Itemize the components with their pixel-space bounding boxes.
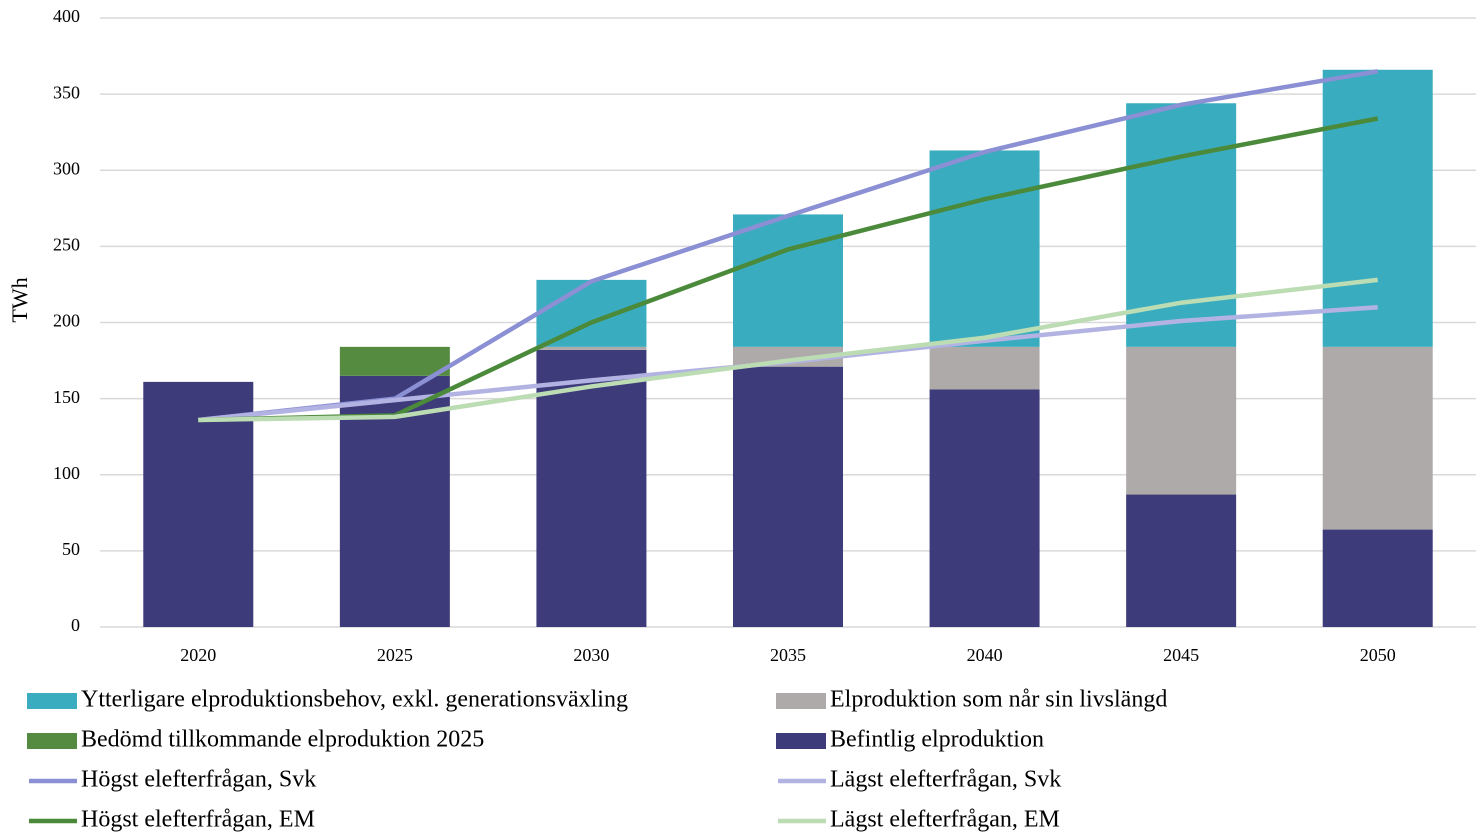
legend-label: Ytterligare elproduktionsbehov, exkl. ge… [81, 687, 628, 713]
y-tick-label: 350 [53, 82, 80, 102]
y-tick-label: 150 [53, 387, 80, 407]
legend-swatch [776, 693, 826, 709]
legend-label: Lägst elefterfrågan, EM [830, 807, 1060, 833]
bar [733, 366, 843, 627]
x-tick-label: 2050 [1360, 645, 1396, 665]
bar [1322, 529, 1433, 627]
y-tick-label: 50 [62, 539, 80, 559]
bar [929, 150, 1040, 347]
legend-label: Elproduktion som når sin livslängd [830, 687, 1167, 713]
bar [929, 346, 1040, 390]
legend-label: Befintlig elproduktion [830, 727, 1044, 753]
legend-label: Högst elefterfrågan, EM [81, 807, 315, 833]
y-tick-label: 200 [53, 311, 80, 331]
x-tick-label: 2045 [1163, 645, 1199, 665]
bar [1322, 346, 1433, 530]
legend-swatch [27, 693, 77, 709]
line [198, 277, 1378, 423]
legend-label: Högst elefterfrågan, Svk [81, 767, 316, 793]
y-tick-label: 300 [53, 158, 80, 178]
legend-label: Bedömd tillkommande elproduktion 2025 [81, 727, 484, 753]
x-tick-label: 2030 [573, 645, 609, 665]
x-tick-label: 2040 [967, 645, 1003, 665]
y-tick-label: 400 [53, 6, 80, 26]
y-tick-label: 100 [53, 463, 80, 483]
bar [143, 381, 254, 627]
bar [536, 279, 647, 347]
x-tick-label: 2025 [377, 645, 413, 665]
bar [1322, 69, 1433, 347]
x-tick-label: 2035 [770, 645, 806, 665]
bar [733, 346, 843, 367]
bar [339, 346, 450, 376]
bar [1126, 346, 1237, 495]
legend-swatch [27, 733, 77, 749]
bar [536, 349, 647, 627]
bar [733, 214, 843, 347]
y-tick-label: 0 [71, 615, 80, 635]
legend-label: Lägst elefterfrågan, Svk [830, 767, 1061, 793]
legend-swatch [776, 733, 826, 749]
bar [1126, 494, 1237, 627]
y-axis-label: TWh [7, 277, 32, 322]
bar [929, 389, 1040, 627]
bar [536, 346, 647, 350]
x-tick-label: 2020 [180, 645, 216, 665]
bar [1126, 103, 1237, 347]
y-tick-label: 250 [53, 235, 80, 255]
